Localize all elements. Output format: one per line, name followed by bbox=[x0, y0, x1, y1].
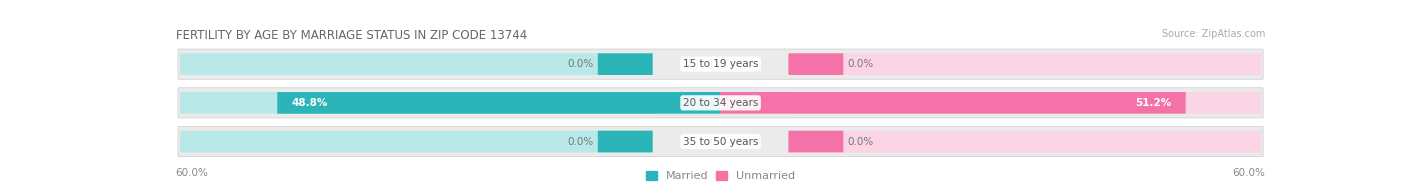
Text: 0.0%: 0.0% bbox=[567, 137, 593, 147]
Text: Source: ZipAtlas.com: Source: ZipAtlas.com bbox=[1161, 29, 1265, 39]
FancyBboxPatch shape bbox=[179, 88, 1263, 118]
FancyBboxPatch shape bbox=[598, 131, 652, 152]
Text: 15 to 19 years: 15 to 19 years bbox=[683, 59, 758, 69]
FancyBboxPatch shape bbox=[277, 92, 721, 114]
FancyBboxPatch shape bbox=[180, 53, 652, 75]
FancyBboxPatch shape bbox=[789, 131, 844, 152]
FancyBboxPatch shape bbox=[789, 53, 844, 75]
Text: 0.0%: 0.0% bbox=[848, 137, 875, 147]
FancyBboxPatch shape bbox=[598, 53, 652, 75]
FancyBboxPatch shape bbox=[720, 92, 1185, 114]
FancyBboxPatch shape bbox=[180, 131, 652, 152]
Text: 0.0%: 0.0% bbox=[848, 59, 875, 69]
FancyBboxPatch shape bbox=[789, 131, 1261, 152]
Text: 60.0%: 60.0% bbox=[1233, 168, 1265, 178]
Text: 48.8%: 48.8% bbox=[291, 98, 328, 108]
Text: 35 to 50 years: 35 to 50 years bbox=[683, 137, 758, 147]
Text: FERTILITY BY AGE BY MARRIAGE STATUS IN ZIP CODE 13744: FERTILITY BY AGE BY MARRIAGE STATUS IN Z… bbox=[176, 29, 527, 42]
FancyBboxPatch shape bbox=[789, 53, 1261, 75]
Text: 0.0%: 0.0% bbox=[567, 59, 593, 69]
FancyBboxPatch shape bbox=[789, 92, 1261, 114]
FancyBboxPatch shape bbox=[179, 126, 1263, 157]
Text: 60.0%: 60.0% bbox=[176, 168, 208, 178]
FancyBboxPatch shape bbox=[180, 92, 652, 114]
Legend: Married, Unmarried: Married, Unmarried bbox=[647, 171, 794, 181]
Text: 20 to 34 years: 20 to 34 years bbox=[683, 98, 758, 108]
Text: 51.2%: 51.2% bbox=[1136, 98, 1171, 108]
FancyBboxPatch shape bbox=[179, 49, 1263, 79]
